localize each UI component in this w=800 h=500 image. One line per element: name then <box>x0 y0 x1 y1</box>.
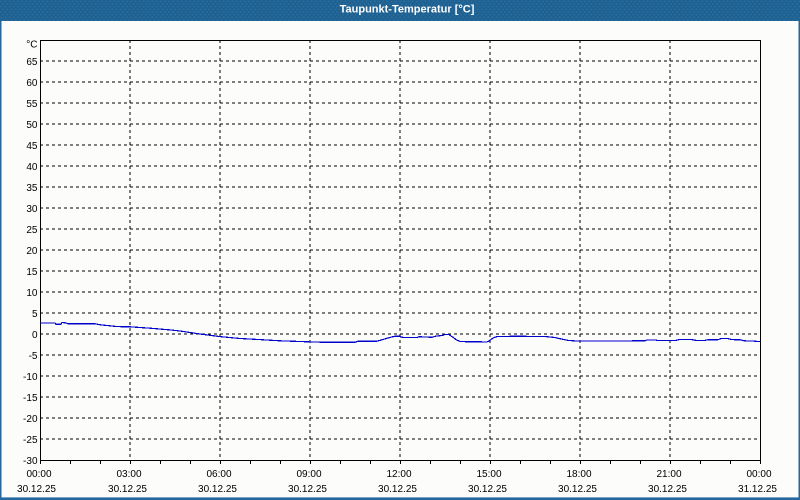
svg-text:30: 30 <box>26 204 38 215</box>
svg-text:15: 15 <box>26 267 38 278</box>
svg-text:30.12.25: 30.12.25 <box>108 484 147 495</box>
svg-text:00:00: 00:00 <box>746 469 771 480</box>
svg-text:30.12.25: 30.12.25 <box>198 484 237 495</box>
svg-text:15:00: 15:00 <box>476 469 501 480</box>
svg-text:20: 20 <box>26 246 38 257</box>
svg-text:30.12.25: 30.12.25 <box>288 484 327 495</box>
svg-text:65: 65 <box>26 57 38 68</box>
svg-text:30.12.25: 30.12.25 <box>648 484 687 495</box>
svg-text:45: 45 <box>26 141 38 152</box>
svg-text:30.12.25: 30.12.25 <box>378 484 417 495</box>
svg-text:-30: -30 <box>23 456 38 467</box>
svg-text:5: 5 <box>32 309 38 320</box>
svg-text:30.12.25: 30.12.25 <box>558 484 597 495</box>
svg-text:03:00: 03:00 <box>116 469 141 480</box>
svg-text:35: 35 <box>26 183 38 194</box>
svg-text:-20: -20 <box>23 414 38 425</box>
svg-text:55: 55 <box>26 99 38 110</box>
svg-text:50: 50 <box>26 120 38 131</box>
svg-text:12:00: 12:00 <box>386 469 411 480</box>
svg-text:30.12.25: 30.12.25 <box>468 484 507 495</box>
svg-text:25: 25 <box>26 225 38 236</box>
svg-text:31.12.25: 31.12.25 <box>738 484 777 495</box>
svg-text:°C: °C <box>26 40 37 51</box>
svg-text:0: 0 <box>32 330 38 341</box>
svg-text:40: 40 <box>26 162 38 173</box>
svg-text:Taupunkt-Temperatur [°C]: Taupunkt-Temperatur [°C] <box>340 3 475 15</box>
svg-text:09:00: 09:00 <box>296 469 321 480</box>
svg-text:00:00: 00:00 <box>26 469 51 480</box>
svg-text:18:00: 18:00 <box>566 469 591 480</box>
svg-text:30.12.25: 30.12.25 <box>17 484 56 495</box>
svg-text:-15: -15 <box>23 393 38 404</box>
svg-text:60: 60 <box>26 78 38 89</box>
svg-text:10: 10 <box>26 288 38 299</box>
svg-text:-10: -10 <box>23 372 38 383</box>
svg-text:-5: -5 <box>29 351 38 362</box>
svg-text:06:00: 06:00 <box>206 469 231 480</box>
svg-text:21:00: 21:00 <box>656 469 681 480</box>
svg-text:-25: -25 <box>23 435 38 446</box>
